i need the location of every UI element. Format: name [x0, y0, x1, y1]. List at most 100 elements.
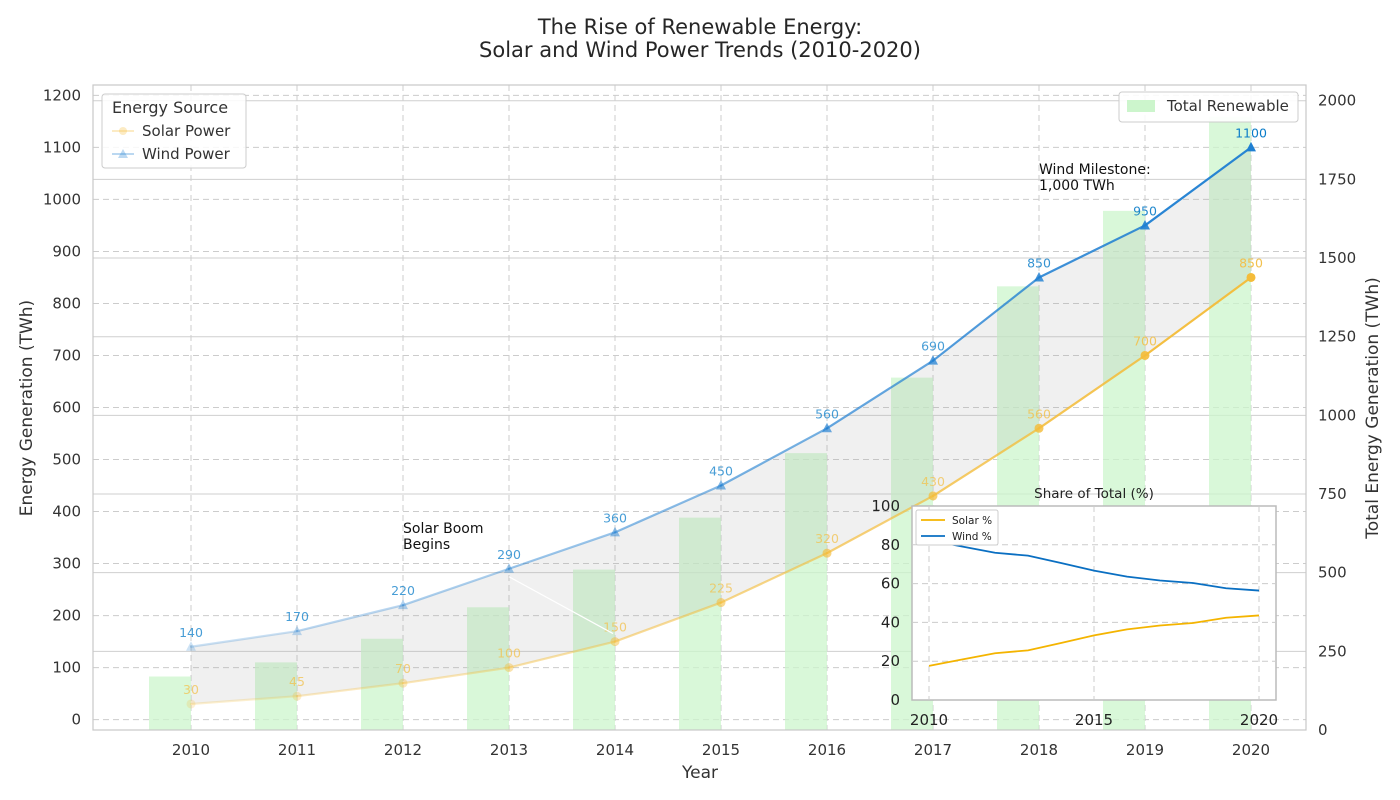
wind-power-line-segment [295, 604, 405, 633]
y-tick-label: 100 [52, 659, 81, 677]
legend-solar-label: Solar Power [142, 122, 231, 140]
legend-wind-label: Wind Power [142, 145, 231, 163]
solar-power-marker [186, 699, 196, 709]
wind-power-line-segment [401, 567, 511, 607]
solar-power-value-label: 320 [815, 531, 839, 546]
annotation-solar-boom: Begins [403, 537, 450, 553]
wind-power-marker [1034, 271, 1044, 282]
wind-power-marker [186, 641, 196, 651]
solar-power-line-segment [1143, 276, 1253, 357]
wind-power-value-label: 140 [179, 625, 203, 640]
inset-y-tick-label: 80 [881, 536, 900, 554]
wind-power-value-label: 1100 [1235, 125, 1267, 140]
inset-y-tick-label: 40 [881, 613, 900, 631]
x-tick-label: 2013 [490, 741, 528, 759]
legend-title: Energy Source [112, 98, 228, 117]
wind-power-marker [398, 599, 408, 610]
total-bar-2016 [785, 453, 827, 730]
y2-tick-label: 750 [1318, 485, 1347, 503]
y-tick-label: 1200 [43, 86, 81, 104]
x-tick-label: 2011 [278, 741, 316, 759]
inset-y-tick-label: 60 [881, 575, 900, 593]
inset-legend-wind-label: Wind % [952, 531, 992, 543]
wind-power-value-label: 560 [815, 406, 839, 421]
y-tick-label: 400 [52, 503, 81, 521]
wind-power-value-label: 850 [1027, 255, 1051, 270]
total-bar-2015 [679, 517, 721, 730]
wind-power-value-label: 290 [497, 547, 521, 562]
y-tick-label: 1100 [43, 138, 81, 156]
wind-power-line-segment [1143, 146, 1253, 227]
annotation-arrow [508, 576, 614, 635]
solar-power-marker [1246, 272, 1256, 282]
y-axis-label: Energy Generation (TWh) [17, 300, 37, 516]
solar-power-value-label: 45 [289, 674, 305, 689]
inset-y-tick-label: 20 [881, 652, 900, 670]
y-tick-label: 1000 [43, 190, 81, 208]
y2-tick-label: 1500 [1318, 249, 1356, 267]
y2-axis-label: Total Energy Generation (TWh) [1363, 277, 1383, 540]
inset-solar-line [928, 614, 1260, 667]
wind-power-marker [504, 563, 514, 573]
y2-tick-label: 1000 [1318, 406, 1356, 424]
wind-power-line-segment [613, 484, 723, 534]
solar-power-marker [504, 663, 514, 673]
solar-power-marker [716, 598, 726, 608]
y-tick-label: 300 [52, 555, 81, 573]
series-markers [186, 141, 1256, 709]
wind-power-value-label: 360 [603, 510, 627, 525]
y2-tick-label: 2000 [1318, 92, 1356, 110]
legend-total: Total Renewable [1118, 91, 1299, 123]
total-bar-2012 [361, 638, 403, 730]
x-tick-label: 2012 [384, 741, 422, 759]
inset-wind-line [928, 539, 1260, 592]
solar-power-value-label: 100 [497, 646, 521, 661]
plot-frame [92, 84, 1307, 731]
x-tick-label: 2020 [1232, 741, 1270, 759]
y2-tick-label: 500 [1318, 564, 1347, 582]
solar-power-marker [398, 678, 408, 688]
solar-power-value-label: 70 [395, 661, 411, 676]
x-tick-label: 2010 [172, 741, 210, 759]
y-tick-label: 800 [52, 294, 81, 312]
solar-power-value-label: 700 [1133, 333, 1157, 348]
y2-tick-label: 1750 [1318, 170, 1356, 188]
wind-power-line-segment [1037, 224, 1147, 279]
annotation-wind-milestone: Wind Milestone: [1039, 162, 1151, 178]
wind-power-marker [610, 526, 620, 537]
legend-wind-marker [118, 149, 128, 158]
solar-power-line-segment [189, 695, 299, 706]
y2-tick-label: 0 [1318, 721, 1328, 739]
total-bar-2010 [149, 676, 191, 730]
y-tick-label: 600 [52, 399, 81, 417]
inset-legend-solar-label: Solar % [952, 515, 992, 527]
solar-power-line-segment [401, 666, 511, 685]
wind-power-line-segment [189, 630, 299, 648]
inset-x-tick-label: 2020 [1240, 711, 1278, 729]
wind-power-line-segment [719, 427, 829, 487]
wind-power-value-label: 950 [1133, 203, 1157, 218]
solar-power-line-segment [507, 640, 617, 669]
y-tick-label: 900 [52, 242, 81, 260]
legend-total-box [1118, 91, 1299, 123]
solar-power-marker [610, 637, 620, 647]
wind-power-marker [292, 625, 302, 636]
solar-power-value-label: 150 [603, 620, 627, 635]
solar-power-line-segment [613, 601, 723, 643]
wind-power-marker [1246, 141, 1256, 152]
wind-power-marker [928, 355, 938, 365]
chart-subtitle: Solar and Wind Power Trends (2010-2020) [479, 38, 921, 62]
wind-power-marker [822, 422, 832, 433]
solar-power-line-segment [931, 427, 1041, 498]
x-axis-label: Year [681, 763, 718, 783]
y2-tick-label: 250 [1318, 642, 1347, 660]
y-tick-label: 200 [52, 607, 81, 625]
y-tick-label: 0 [71, 711, 81, 729]
x-tick-label: 2015 [702, 741, 740, 759]
inset-lines [928, 539, 1260, 667]
total-bar-2013 [467, 607, 509, 730]
data-labels: 30 45 70 100 150 225 320 430 560 700 850 140 170 220 2… [179, 125, 1267, 697]
solar-power-marker [1034, 423, 1044, 433]
legend-total-label: Total Renewable [1166, 97, 1289, 115]
